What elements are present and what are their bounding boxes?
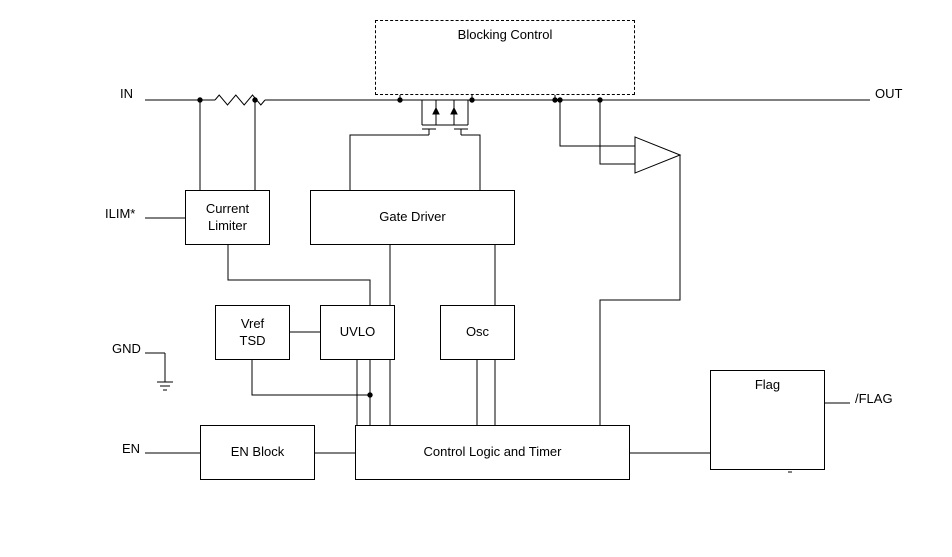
current_limiter-label: CurrentLimiter [206, 201, 249, 234]
wire [600, 155, 680, 425]
pin-en-label: EN [122, 441, 140, 456]
wire [560, 100, 635, 146]
junction-dot [398, 98, 402, 102]
wire [474, 135, 480, 190]
control_logic-block: Control Logic and Timer [355, 425, 630, 480]
pin-in-label: IN [120, 86, 133, 101]
junction-dot [553, 98, 557, 102]
wire [600, 100, 635, 164]
control_logic-label: Control Logic and Timer [423, 444, 561, 460]
fet-arrow [433, 108, 439, 114]
blocking_control-block: Blocking Control [375, 20, 635, 95]
vref_tsd-block: VrefTSD [215, 305, 290, 360]
osc-block: Osc [440, 305, 515, 360]
junction-dot [558, 98, 562, 102]
wire [350, 135, 416, 190]
wire [252, 360, 370, 395]
pin-gnd-label: GND [112, 341, 141, 356]
en_block-block: EN Block [200, 425, 315, 480]
flag_block-label: Flag [755, 377, 780, 393]
current_limiter-block: CurrentLimiter [185, 190, 270, 245]
vref_tsd-label: VrefTSD [240, 316, 266, 349]
gate_driver-label: Gate Driver [379, 209, 445, 225]
junction-dot [198, 98, 202, 102]
uvlo-block: UVLO [320, 305, 395, 360]
comparator [635, 137, 680, 173]
pin-out-label: OUT [875, 86, 902, 101]
pin-flag-label: /FLAG [855, 391, 893, 406]
uvlo-label: UVLO [340, 324, 375, 340]
gate_driver-block: Gate Driver [310, 190, 515, 245]
junction-dot [598, 98, 602, 102]
junction-dot [253, 98, 257, 102]
flag_block-block: Flag [710, 370, 825, 470]
pin-ilim-label: ILIM* [105, 206, 135, 221]
junction-dot [368, 393, 372, 397]
blocking_control-label: Blocking Control [458, 27, 553, 43]
en_block-label: EN Block [231, 444, 284, 460]
fet-arrow [451, 108, 457, 114]
osc-label: Osc [466, 324, 489, 340]
junction-dot [470, 98, 474, 102]
